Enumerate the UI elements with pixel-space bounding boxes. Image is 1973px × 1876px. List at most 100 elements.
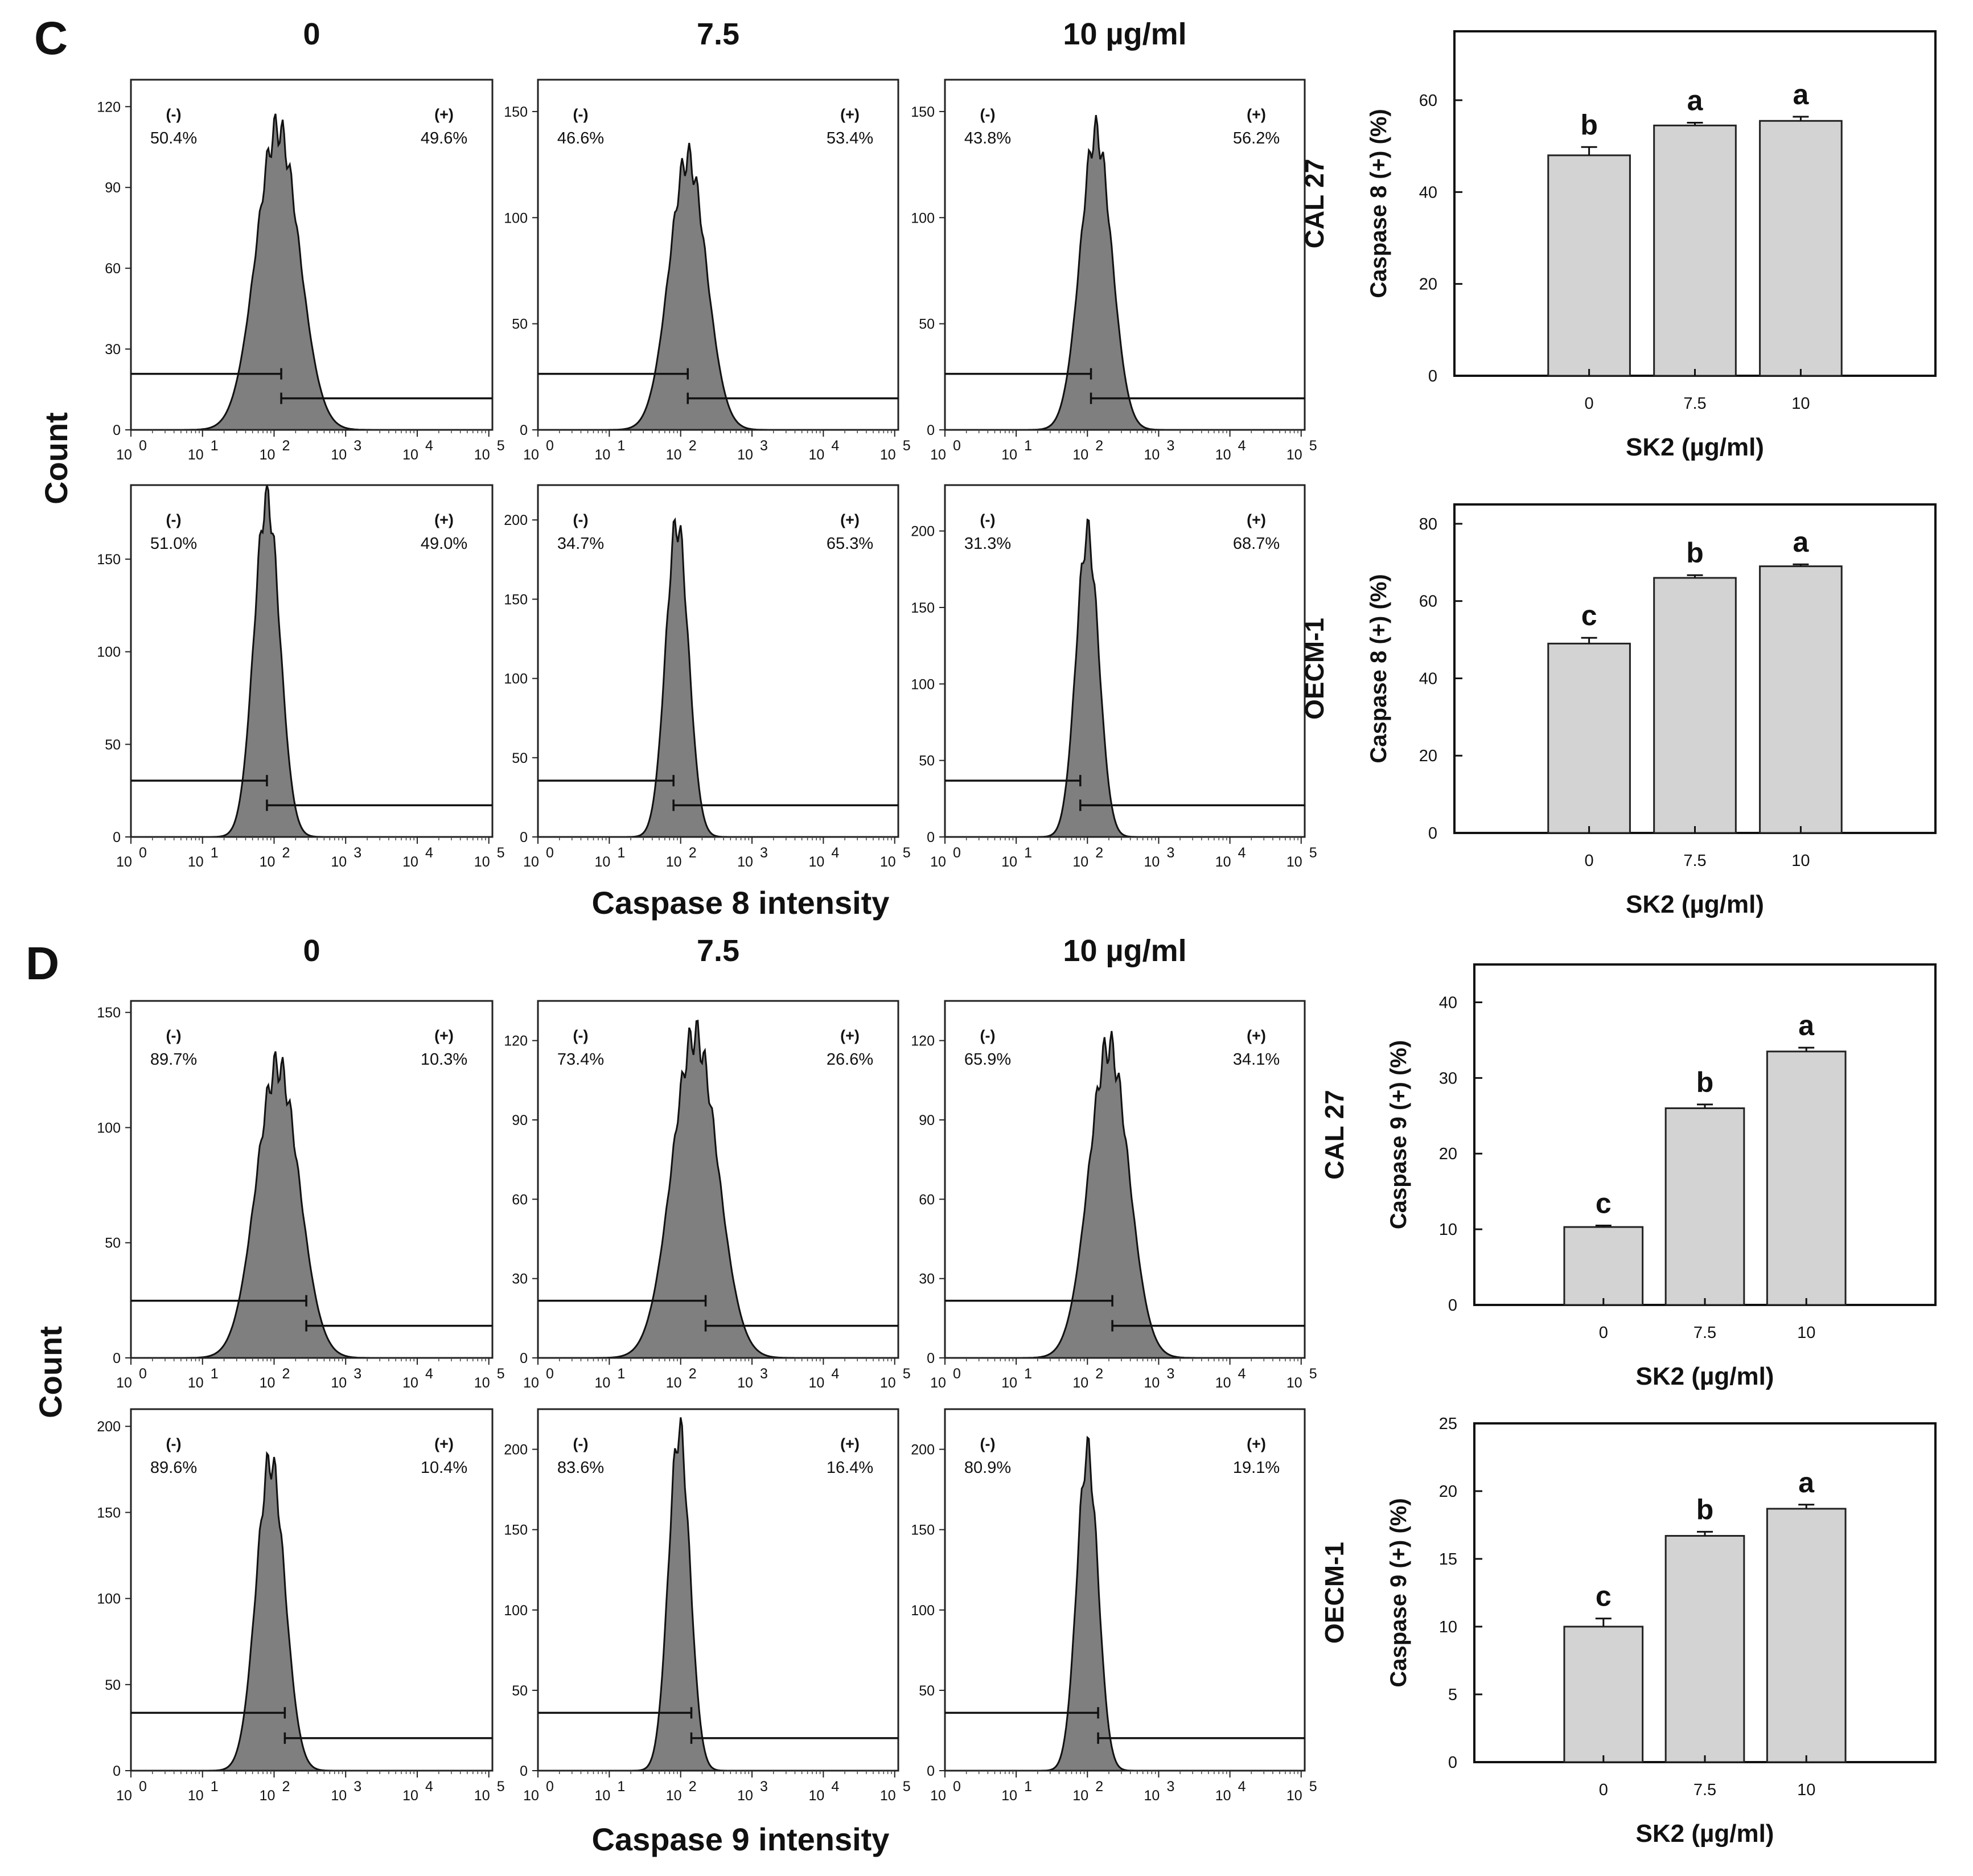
x-tick-exponent: 3	[354, 1779, 361, 1795]
y-tick-label: 50	[105, 1235, 121, 1251]
positive-percent: 53.4%	[827, 129, 873, 147]
x-tick-label: 10	[474, 1788, 490, 1804]
positive-sign: (+)	[1247, 511, 1266, 528]
y-tick-label: 90	[105, 180, 121, 196]
x-tick-exponent: 4	[425, 1366, 433, 1382]
histogram-plot: 050100150200100101102103104105(-)80.9%(+…	[911, 1408, 1317, 1804]
y-tick-label: 60	[105, 261, 121, 277]
y-tick-label: 30	[105, 342, 121, 358]
histogram-plot: 050100150100101102103104105(-)89.7%(+)10…	[97, 1000, 505, 1391]
negative-percent: 51.0%	[150, 535, 197, 553]
histogram-curve	[145, 1051, 453, 1359]
y-tick-label: 0	[113, 1350, 121, 1366]
y-tick-label: 150	[911, 600, 935, 616]
x-tick-exponent: 0	[139, 438, 147, 454]
x-tick-exponent: 1	[211, 1779, 219, 1795]
count-axis-label: Count	[38, 412, 74, 504]
y-tick-label: 100	[97, 645, 121, 660]
x-tick-label: 10	[523, 1375, 539, 1391]
x-tick-label: 10	[260, 854, 276, 870]
positive-sign: (+)	[840, 1027, 860, 1044]
y-tick-label: 150	[504, 104, 528, 120]
x-tick-exponent: 0	[546, 845, 554, 861]
significance-letter: c	[1581, 600, 1597, 631]
x-tick-exponent: 1	[617, 1779, 625, 1795]
plot-frame	[537, 1000, 899, 1359]
y-tick-label: 100	[504, 671, 528, 687]
cell-line-label: CAL 27	[1320, 1090, 1349, 1180]
bar	[1563, 1625, 1644, 1763]
y-tick-label: 0	[1428, 367, 1437, 385]
x-tick-exponent: 1	[617, 438, 625, 454]
y-tick-label: 200	[911, 524, 935, 540]
x-tick-exponent: 5	[903, 845, 911, 861]
x-tick-label: 10	[666, 854, 682, 870]
bar	[1664, 1107, 1745, 1306]
y-tick-label: 100	[911, 676, 935, 692]
x-tick-label: 10	[331, 854, 347, 870]
y-tick-label: 10	[1439, 1618, 1457, 1636]
negative-percent: 34.7%	[557, 535, 604, 553]
x-tick-label: 7.5	[1694, 1324, 1716, 1342]
plot-frame	[944, 484, 1306, 838]
bar	[1664, 1535, 1745, 1763]
y-tick-label: 150	[97, 1005, 121, 1021]
significance-letter: a	[1798, 1009, 1815, 1041]
y-tick-label: 150	[504, 592, 528, 607]
x-tick-exponent: 4	[425, 845, 433, 861]
x-tick-exponent: 2	[689, 438, 697, 454]
x-tick-exponent: 4	[425, 438, 433, 454]
x-tick-label: 10	[523, 854, 539, 870]
positive-percent: 10.3%	[421, 1050, 467, 1069]
positive-sign: (+)	[434, 1435, 454, 1452]
x-tick-label: 0	[1599, 1781, 1608, 1799]
y-tick-label: 60	[1419, 92, 1437, 110]
x-tick-label: 10	[930, 1788, 946, 1804]
positive-sign: (+)	[1247, 1027, 1266, 1044]
y-tick-label: 100	[911, 1603, 935, 1619]
x-tick-exponent: 3	[760, 1366, 768, 1382]
x-tick-label: 10	[1144, 1375, 1160, 1391]
positive-percent: 26.6%	[827, 1050, 873, 1069]
cell-line-label: CAL 27	[1300, 159, 1329, 249]
x-tick-label: 10	[880, 447, 896, 463]
positive-sign: (+)	[840, 1435, 860, 1452]
positive-percent: 16.4%	[827, 1459, 873, 1477]
x-tick-label: 10	[1001, 1375, 1017, 1391]
x-tick-label: 10	[474, 1375, 490, 1391]
x-tick-label: 10	[188, 1375, 204, 1391]
positive-percent: 49.6%	[421, 129, 467, 147]
x-tick-exponent: 2	[689, 1366, 697, 1382]
x-axis-label: SK2 (µg/ml)	[1636, 1362, 1774, 1390]
histogram-plot: 0 30 60 90 120 10 0 10 1 10 2 10 3 10 4 10 5 (-) 50.4% (+) 4…	[97, 79, 505, 463]
negative-sign: (-)	[573, 1435, 589, 1452]
x-tick-label: 10	[402, 854, 418, 870]
positive-sign: (+)	[434, 1027, 454, 1044]
x-tick-label: 10	[666, 447, 682, 463]
x-tick-exponent: 2	[282, 845, 290, 861]
bar	[1653, 124, 1737, 377]
negative-sign: (-)	[166, 106, 182, 123]
plot-frame	[130, 1408, 494, 1772]
y-tick-label: 0	[113, 830, 121, 845]
y-tick-label: 100	[97, 1120, 121, 1136]
y-tick-label: 0	[113, 1763, 121, 1779]
x-tick-exponent: 3	[1166, 438, 1174, 454]
negative-percent: 65.9%	[964, 1050, 1011, 1069]
y-tick-label: 25	[1439, 1415, 1457, 1433]
count-axis-label: Count	[32, 1326, 68, 1418]
negative-percent: 31.3%	[964, 535, 1011, 553]
significance-letter: a	[1793, 526, 1809, 558]
histogram-curve	[959, 1435, 1266, 1772]
y-axis-label: Caspase 9 (+) (%)	[1386, 1498, 1411, 1687]
y-tick-label: 150	[911, 104, 935, 120]
x-tick-exponent: 3	[760, 845, 768, 861]
y-tick-label: 120	[911, 1033, 935, 1049]
x-tick-label: 0	[1585, 395, 1594, 413]
y-tick-label: 60	[1419, 593, 1437, 611]
x-tick-exponent: 5	[497, 1779, 505, 1795]
x-tick-exponent: 1	[211, 438, 219, 454]
bar	[1563, 1226, 1644, 1306]
y-tick-label: 150	[504, 1522, 528, 1538]
